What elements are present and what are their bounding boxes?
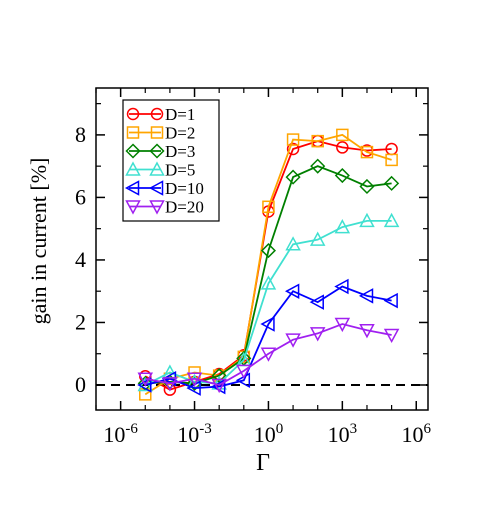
legend: D=1D=2D=3D=5D=10D=20 xyxy=(122,99,220,222)
legend-item: D=10 xyxy=(124,179,204,198)
legend-marker xyxy=(149,143,165,159)
data-point xyxy=(383,292,398,309)
data-point xyxy=(383,212,400,228)
data-point xyxy=(285,283,300,299)
data-point xyxy=(309,327,326,342)
data-point xyxy=(359,178,375,195)
y-tick-label: 6 xyxy=(75,184,86,209)
data-point xyxy=(211,378,227,394)
legend-marker xyxy=(124,180,140,196)
y-tick-label: 2 xyxy=(75,309,86,334)
data-point xyxy=(359,212,375,228)
legend-marker xyxy=(126,107,140,121)
data-point xyxy=(334,317,351,333)
series-line xyxy=(145,285,392,390)
legend-marker xyxy=(125,161,141,176)
series-layer xyxy=(137,128,400,401)
data-point xyxy=(334,278,349,295)
legend-marker xyxy=(126,126,140,139)
axes: 0 2 4 6 8 10-6 10-3 100 103 106 xyxy=(75,87,431,447)
data-point xyxy=(236,364,252,379)
legend-label: D=3 xyxy=(165,142,195,161)
legend-marker xyxy=(150,107,164,121)
data-point xyxy=(383,328,400,344)
y-tick-label: 0 xyxy=(75,372,86,397)
data-point xyxy=(310,158,326,174)
data-point xyxy=(359,324,375,339)
legend-marker xyxy=(150,126,164,139)
data-point xyxy=(334,167,350,184)
series-line xyxy=(145,323,392,386)
data-point xyxy=(285,333,301,348)
x-tick-label: 10-6 xyxy=(103,421,138,447)
series-line xyxy=(144,219,392,386)
x-tick-label: 106 xyxy=(401,421,431,447)
legend-label: D=1 xyxy=(165,105,195,124)
data-point xyxy=(211,368,227,384)
series-line xyxy=(145,165,392,385)
legend-item: D=3 xyxy=(125,142,195,161)
plot-frame xyxy=(95,87,429,411)
data-point xyxy=(137,377,152,393)
legend-marker xyxy=(149,200,165,215)
series-line xyxy=(144,133,392,396)
data-point xyxy=(285,236,301,251)
x-tick-label: 10-3 xyxy=(177,421,212,447)
legend-item: D=2 xyxy=(126,124,195,143)
legend-label: D=20 xyxy=(165,198,204,217)
legend-marker xyxy=(148,180,164,196)
legend-marker xyxy=(149,161,165,176)
data-point xyxy=(286,142,300,156)
x-tick-label: 100 xyxy=(254,421,284,447)
data-point xyxy=(309,231,326,246)
data-point xyxy=(260,275,277,290)
legend-label: D=5 xyxy=(165,161,195,180)
legend-marker xyxy=(125,143,141,159)
data-point xyxy=(336,128,349,142)
y-axis-label: gain in current [%] xyxy=(26,158,51,325)
data-point xyxy=(186,372,203,387)
data-point xyxy=(360,145,374,159)
data-point xyxy=(260,347,277,362)
legend-item: D=5 xyxy=(125,161,195,180)
data-point xyxy=(311,134,324,148)
data-point xyxy=(137,372,154,387)
legend-item: D=20 xyxy=(125,198,204,217)
data-point xyxy=(358,288,374,304)
legend-label: D=2 xyxy=(165,124,195,143)
x-tick-label: 103 xyxy=(328,421,358,447)
data-point xyxy=(262,200,275,214)
data-point xyxy=(286,133,300,146)
data-point xyxy=(285,169,301,185)
legend-item: D=1 xyxy=(126,105,195,124)
data-point xyxy=(260,316,275,332)
data-point xyxy=(309,294,324,310)
data-point xyxy=(162,377,178,392)
y-tick-label: 4 xyxy=(75,247,86,272)
data-point xyxy=(385,153,398,167)
legend-label: D=10 xyxy=(165,179,204,198)
data-point xyxy=(260,243,277,259)
legend-marker xyxy=(125,200,141,215)
data-point xyxy=(334,219,351,234)
data-point xyxy=(384,175,400,191)
y-tick-label: 8 xyxy=(75,122,86,147)
data-point xyxy=(336,141,349,154)
x-axis-label: Γ xyxy=(256,450,270,476)
series-d-20 xyxy=(137,317,400,394)
